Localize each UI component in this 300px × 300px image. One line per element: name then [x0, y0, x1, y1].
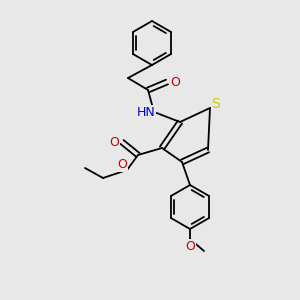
Text: O: O: [117, 158, 127, 172]
Text: O: O: [185, 239, 195, 253]
Text: O: O: [109, 136, 119, 148]
Text: O: O: [170, 76, 180, 88]
Text: HN: HN: [136, 106, 155, 118]
Text: S: S: [212, 97, 220, 111]
